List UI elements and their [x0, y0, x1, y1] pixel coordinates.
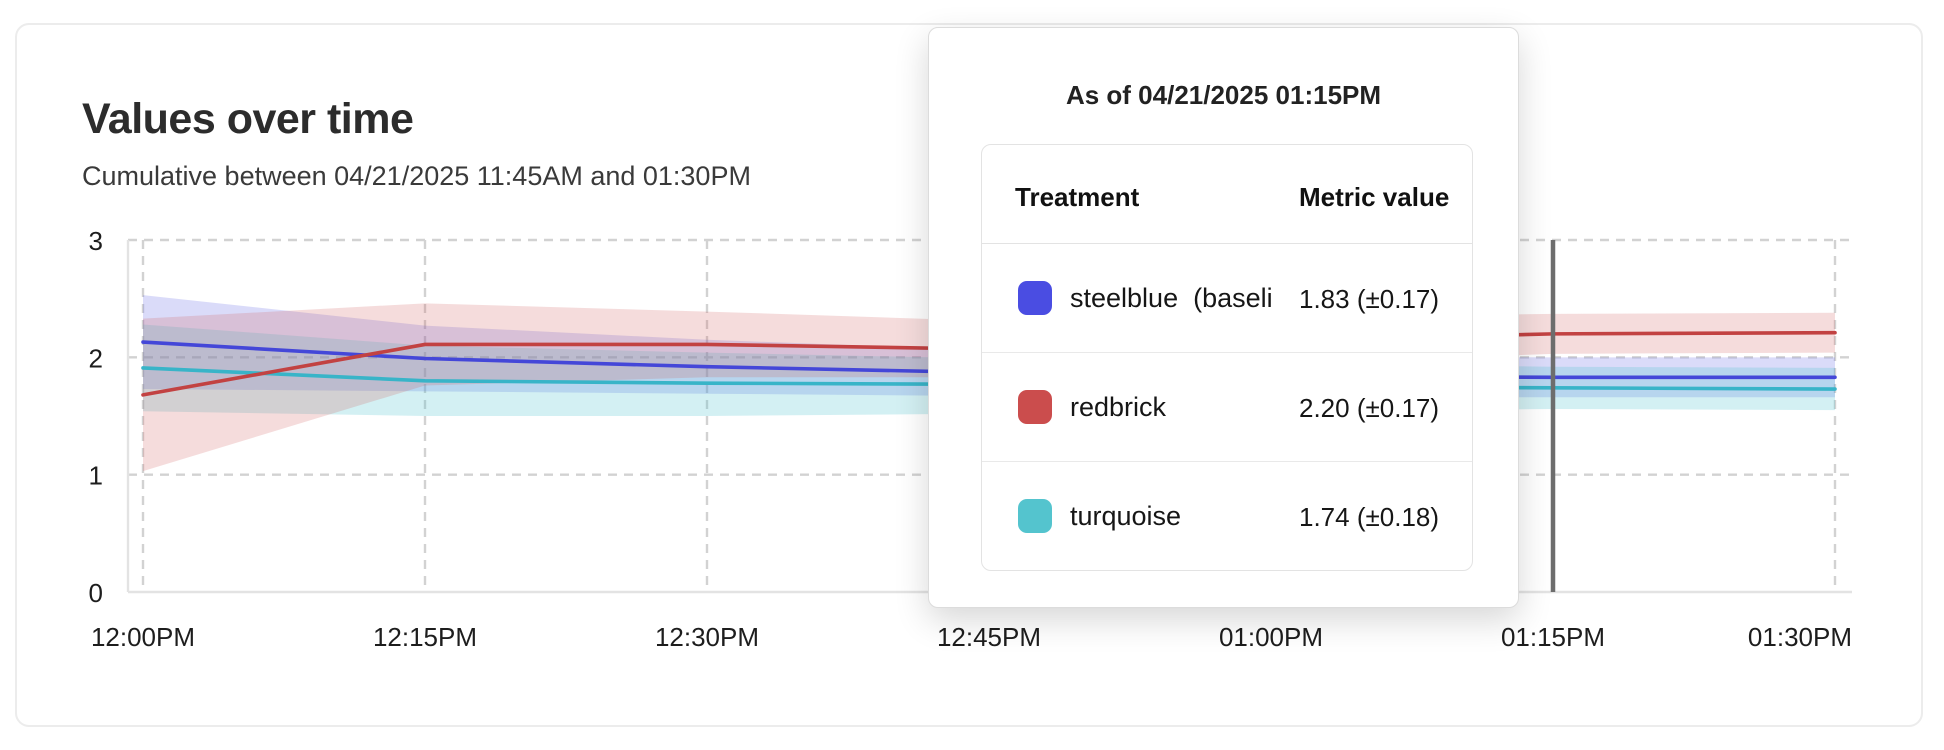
- treatment-label: redbrick: [1070, 392, 1167, 422]
- x-tick-label: 01:15PM: [1501, 622, 1605, 652]
- axis-labels: 0 1 2 3 12:00PM 12:15PM 12:30PM 12:45PM 01:00PM 0…: [89, 226, 1852, 652]
- x-tick-label: 01:30PM: [1748, 622, 1852, 652]
- x-tick-label: 12:30PM: [655, 622, 759, 652]
- x-tick-label: 12:00PM: [91, 622, 195, 652]
- column-header-treatment: Treatment: [1015, 182, 1140, 212]
- y-tick-label: 0: [89, 578, 103, 608]
- treatment-label: steelblue (baseli: [1070, 283, 1273, 313]
- treatment-label: turquoise: [1070, 501, 1182, 531]
- metric-value: 2.20 (±0.17): [1299, 393, 1440, 423]
- chart-subtitle: Cumulative between 04/21/2025 11:45AM an…: [82, 161, 751, 191]
- metric-value: 1.83 (±0.17): [1299, 284, 1440, 314]
- x-tick-label: 12:15PM: [373, 622, 477, 652]
- x-tick-label: 01:00PM: [1219, 622, 1323, 652]
- x-tick-label: 12:45PM: [937, 622, 1041, 652]
- tooltip-title: As of 04/21/2025 01:15PM: [1065, 80, 1382, 110]
- series-color-swatch: [1018, 390, 1052, 424]
- tooltip-table-header: Treatment Metric value: [982, 145, 1472, 244]
- hover-tooltip: As of 04/21/2025 01:15PM Treatment Metri…: [928, 27, 1519, 608]
- tooltip-table: Treatment Metric value steelblue (baseli…: [981, 144, 1473, 571]
- tooltip-row-steelblue: steelblue (baseli 1.83 (±0.17): [982, 244, 1472, 353]
- chart-title: Values over time: [82, 95, 414, 143]
- series-color-swatch: [1018, 499, 1052, 533]
- y-tick-label: 2: [89, 343, 103, 373]
- column-header-metric-value: Metric value: [1299, 182, 1450, 212]
- y-tick-label: 1: [89, 461, 103, 491]
- tooltip-row-turquoise: turquoise 1.74 (±0.18): [982, 462, 1472, 570]
- metric-value: 1.74 (±0.18): [1299, 502, 1440, 532]
- y-tick-label: 3: [89, 226, 103, 256]
- tooltip-row-redbrick: redbrick 2.20 (±0.17): [982, 353, 1472, 462]
- series-color-swatch: [1018, 281, 1052, 315]
